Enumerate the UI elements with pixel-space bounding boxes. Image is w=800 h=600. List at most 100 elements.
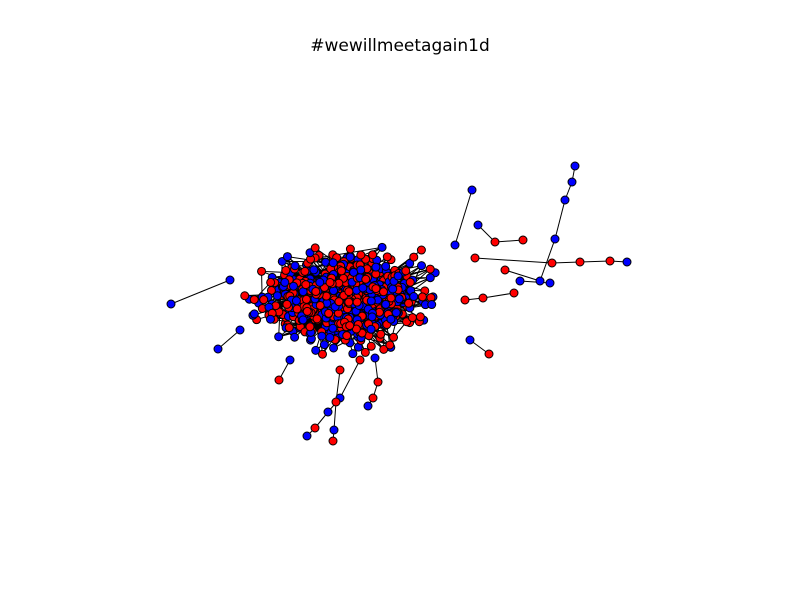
- graph-node: [325, 332, 335, 342]
- graph-node: [249, 309, 259, 319]
- graph-node: [570, 161, 580, 171]
- graph-node: [465, 335, 475, 345]
- graph-node: [285, 355, 295, 365]
- graph-node: [323, 407, 333, 417]
- graph-edge: [504, 269, 541, 282]
- graph-node: [315, 300, 325, 310]
- graph-node: [329, 343, 339, 353]
- graph-node: [257, 266, 267, 276]
- graph-node: [345, 252, 355, 262]
- graph-node: [240, 291, 250, 301]
- graph-node: [366, 341, 376, 351]
- graph-node: [361, 274, 371, 284]
- graph-node: [355, 355, 365, 365]
- graph-node: [301, 294, 311, 304]
- graph-node: [282, 299, 292, 309]
- graph-node: [425, 273, 435, 283]
- graph-edge: [454, 189, 473, 246]
- graph-node: [249, 295, 259, 305]
- graph-node: [290, 332, 300, 342]
- graph-node: [336, 266, 346, 276]
- graph-node: [467, 185, 477, 195]
- graph-node: [290, 261, 300, 271]
- graph-node: [292, 304, 302, 314]
- graph-edge: [554, 199, 566, 240]
- graph-node: [388, 284, 398, 294]
- graph-node: [310, 423, 320, 433]
- graph-node: [274, 332, 284, 342]
- graph-node: [288, 281, 298, 291]
- graph-edge: [494, 239, 524, 243]
- graph-node: [379, 287, 389, 297]
- graph-node: [360, 347, 370, 357]
- graph-node: [490, 237, 500, 247]
- graph-node: [484, 349, 494, 359]
- graph-node: [305, 322, 315, 332]
- graph-node: [575, 257, 585, 267]
- graph-node: [342, 331, 352, 341]
- graph-node: [321, 291, 331, 301]
- graph-node: [274, 375, 284, 385]
- graph-node: [344, 287, 354, 297]
- graph-node: [266, 277, 276, 287]
- graph-node: [298, 315, 308, 325]
- graph-node: [280, 277, 290, 287]
- graph-node: [401, 266, 411, 276]
- graph-node: [366, 296, 376, 306]
- graph-node: [363, 401, 373, 411]
- graph-node: [331, 397, 341, 407]
- graph-node: [500, 265, 510, 275]
- graph-node: [259, 295, 269, 305]
- graph-node: [213, 344, 223, 354]
- node-layer: [166, 161, 632, 446]
- graph-node: [328, 258, 338, 268]
- graph-node: [391, 308, 401, 318]
- graph-node: [567, 177, 577, 187]
- graph-node: [373, 377, 383, 387]
- graph-node: [377, 242, 387, 252]
- graph-node: [470, 253, 480, 263]
- graph-node: [366, 324, 376, 334]
- graph-node: [368, 393, 378, 403]
- graph-node: [393, 271, 403, 281]
- graph-node: [622, 257, 632, 267]
- graph-node: [371, 262, 381, 272]
- graph-edge: [579, 260, 611, 263]
- graph-node: [547, 258, 557, 268]
- graph-edge: [482, 292, 515, 299]
- graph-node: [367, 312, 377, 322]
- graph-node: [376, 329, 386, 339]
- graph-edge: [474, 257, 553, 264]
- graph-node: [235, 325, 245, 335]
- graph-node: [301, 280, 311, 290]
- graph-node: [416, 245, 426, 255]
- graph-node: [282, 252, 292, 262]
- graph-node: [425, 264, 435, 274]
- graph-node: [265, 314, 275, 324]
- graph-node: [407, 313, 417, 323]
- graph-node: [509, 288, 519, 298]
- graph-node: [358, 283, 368, 293]
- graph-node: [302, 306, 312, 316]
- graph-node: [518, 235, 528, 245]
- graph-node: [284, 323, 294, 333]
- graph-node: [417, 292, 427, 302]
- graph-node: [560, 195, 570, 205]
- figure-title: #wewillmeetagain1d: [310, 36, 490, 56]
- graph-node: [515, 276, 525, 286]
- graph-node: [370, 353, 380, 363]
- graph-node: [309, 265, 319, 275]
- graph-node: [166, 299, 176, 309]
- graph-node: [409, 252, 419, 262]
- graph-node: [324, 308, 334, 318]
- graph-node: [394, 294, 404, 304]
- graph-node: [352, 297, 362, 307]
- graph-node: [368, 250, 378, 260]
- graph-node: [382, 252, 392, 262]
- graph-node: [329, 425, 339, 435]
- graph-node: [535, 276, 545, 286]
- graph-edge: [551, 261, 581, 264]
- graph-node: [311, 345, 321, 355]
- graph-node: [310, 243, 320, 253]
